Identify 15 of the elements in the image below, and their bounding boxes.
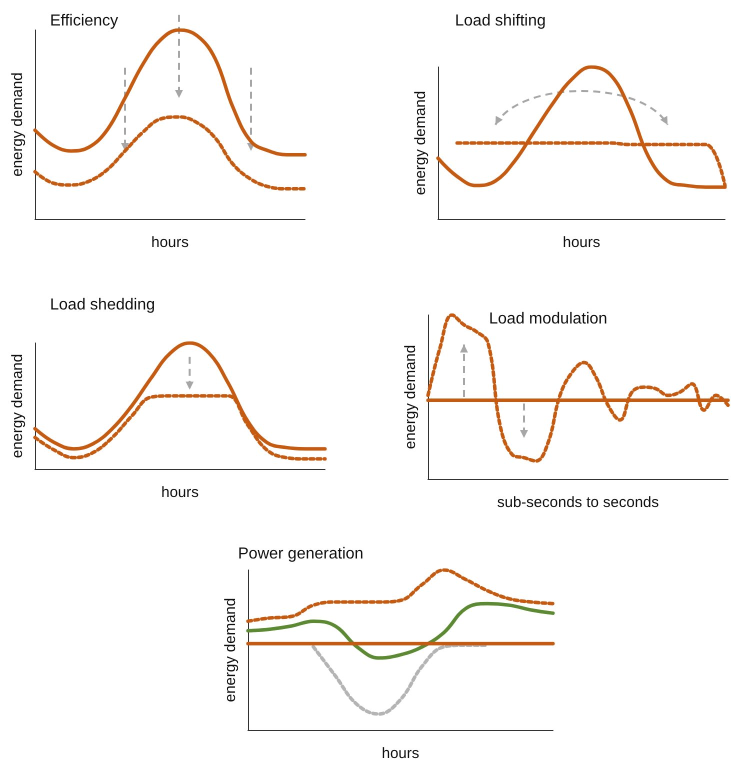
chart-title: Power generation <box>238 546 364 562</box>
x-axis-title: hours <box>562 234 600 251</box>
chart-title: Load shifting <box>455 12 546 30</box>
chart-title: Load shedding <box>50 296 155 314</box>
y-axis-title: energy demand <box>9 72 26 177</box>
x-axis-title: sub-seconds to seconds <box>497 494 659 511</box>
y-axis-title: energy demand <box>412 90 429 196</box>
x-axis-title: hours <box>161 484 199 501</box>
y-axis-title: energy demand <box>9 354 26 458</box>
x-axis-title: hours <box>382 745 420 762</box>
x-axis-title: hours <box>151 234 189 251</box>
chart-title: Efficiency <box>50 12 118 30</box>
chart-title: Load modulation <box>489 310 608 328</box>
y-axis-title: energy demand <box>402 344 419 450</box>
y-axis-title: energy demand <box>222 598 239 702</box>
